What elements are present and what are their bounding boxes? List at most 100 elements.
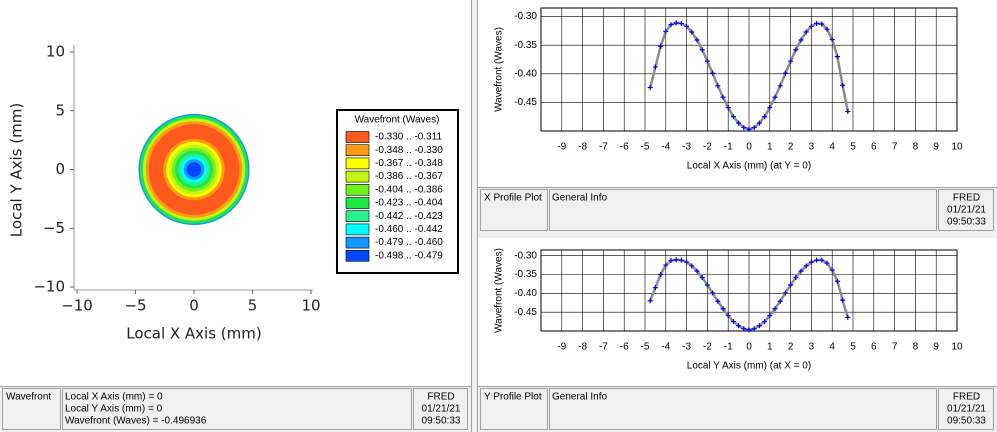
legend-label: -0.498 .. -0.479 — [375, 250, 443, 261]
x-tick-label: 8 — [913, 142, 919, 153]
status-cell — [62, 388, 412, 430]
profile-marker — [720, 94, 726, 100]
profile-marker — [814, 20, 820, 26]
profile-marker — [736, 323, 742, 329]
profile-marker — [829, 36, 835, 42]
x-tick-label: -7 — [599, 342, 608, 353]
x-tick-label: -7 — [599, 142, 608, 153]
profile-marker — [658, 43, 664, 49]
profile-marker — [673, 20, 679, 26]
legend-swatch — [345, 184, 370, 196]
legend-label: -0.442 .. -0.423 — [375, 211, 443, 222]
profile-marker — [762, 319, 768, 325]
status-bar — [478, 386, 997, 432]
x-tick-label: -6 — [620, 142, 629, 153]
profile-marker — [741, 326, 747, 332]
x-tick-label: −10 — [61, 297, 93, 315]
panel-name: X Profile Plot — [484, 193, 542, 204]
profile-marker — [694, 268, 700, 274]
x-tick-label: 1 — [767, 142, 773, 153]
panel-date: 01/21/21 — [422, 404, 461, 415]
panel-info: General Info — [552, 193, 607, 204]
x-tick-label: -8 — [578, 142, 587, 153]
x-tick-label: 10 — [301, 297, 320, 315]
legend-swatch — [345, 144, 370, 156]
x-tick-label: -2 — [703, 142, 712, 153]
profile-marker — [673, 257, 679, 263]
x-tick-label: -1 — [724, 142, 733, 153]
profile-marker — [840, 82, 846, 88]
y-tick-label: -0.45 — [514, 97, 537, 108]
x-axis-label: Local X Axis (mm) — [126, 325, 262, 343]
x-tick-label: −5 — [124, 297, 146, 315]
app-name: FRED — [427, 392, 454, 403]
profile-marker — [772, 94, 778, 100]
profile-marker — [782, 290, 788, 296]
profile-marker — [767, 105, 773, 111]
y-tick-label: -0.40 — [514, 68, 537, 79]
profile-marker — [663, 28, 669, 34]
profile-marker — [834, 54, 840, 60]
legend-label: -0.386 .. -0.367 — [375, 171, 443, 182]
profile-marker — [793, 47, 799, 53]
profile-marker — [746, 327, 752, 333]
profile-marker — [658, 271, 664, 277]
x-tick-label: -6 — [620, 342, 629, 353]
profile-marker — [845, 314, 851, 320]
panel-name: Y Profile Plot — [484, 392, 542, 403]
x-tick-label: 4 — [829, 342, 835, 353]
x-tick-label: -4 — [661, 342, 670, 353]
profile-marker — [730, 319, 736, 325]
y-tick-label: −10 — [33, 278, 65, 296]
profile-marker — [741, 125, 747, 131]
profile-marker — [834, 278, 840, 284]
profile-marker — [720, 306, 726, 312]
panel-info: Local X Axis (mm) = 0 — [65, 392, 163, 403]
panel-time: 09:50:33 — [947, 217, 986, 228]
profile-marker — [845, 109, 851, 115]
splitter[interactable] — [471, 0, 478, 432]
y-tick-label: -0.40 — [514, 288, 537, 299]
legend-label: -0.460 .. -0.442 — [375, 224, 443, 235]
y-tick-label: −5 — [43, 219, 65, 237]
profile-marker — [788, 58, 794, 64]
x-tick-label: -4 — [661, 142, 670, 153]
x-tick-label: 6 — [871, 342, 877, 353]
status-cell — [938, 388, 994, 430]
x-tick-label: -5 — [641, 342, 650, 353]
profile-marker — [704, 58, 710, 64]
x-tick-label: -8 — [578, 342, 587, 353]
x-tick-label: 0 — [746, 342, 752, 353]
x-tick-label: 5 — [850, 342, 856, 353]
x-tick-label: 5 — [850, 142, 856, 153]
x-tick-label: 0 — [189, 297, 199, 315]
profile-marker — [699, 275, 705, 281]
profile-marker — [736, 120, 742, 126]
profile-marker — [689, 263, 695, 269]
x-tick-label: 3 — [809, 342, 815, 353]
status-cell — [413, 388, 468, 430]
splitter[interactable] — [478, 233, 997, 238]
profile-marker — [704, 282, 710, 288]
x-tick-label: 3 — [809, 142, 815, 153]
profile-marker — [694, 37, 700, 43]
profile-marker — [647, 298, 653, 304]
x-tick-label: 9 — [933, 342, 939, 353]
panel-time: 09:50:33 — [947, 416, 986, 427]
profile-marker — [777, 83, 783, 89]
profile-marker — [725, 105, 731, 111]
legend-label: -0.404 .. -0.386 — [375, 184, 443, 195]
legend-swatch — [345, 170, 370, 183]
legend-label: -0.348 .. -0.330 — [375, 145, 443, 156]
y-tick-label: -0.30 — [514, 11, 537, 22]
panel-date: 01/21/21 — [947, 205, 986, 216]
profile-marker — [819, 257, 825, 263]
status-cell — [2, 388, 61, 430]
profile-marker — [824, 260, 830, 266]
profile-marker — [668, 22, 674, 28]
profile-marker — [772, 306, 778, 312]
legend-label: -0.330 .. -0.311 — [375, 132, 443, 143]
profile-marker — [710, 70, 716, 76]
profile-marker — [668, 258, 674, 264]
